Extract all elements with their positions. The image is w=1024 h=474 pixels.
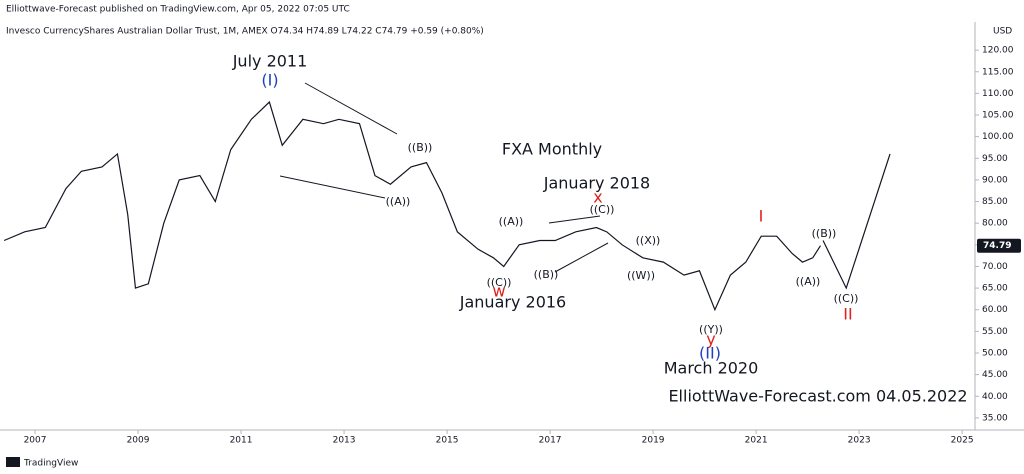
x-tick-label: 2013: [333, 436, 356, 446]
y-tick-label: 90.00: [982, 175, 1008, 185]
logo-icon: [6, 457, 20, 467]
wave-label: ElliottWave-Forecast.com 04.05.2022: [668, 387, 967, 406]
y-tick-label: 120.00: [982, 46, 1014, 56]
footer-brand: TradingView: [23, 459, 78, 469]
y-tick-label: 70.00: [982, 262, 1008, 272]
trend-line: [279, 175, 386, 199]
wave-label: ((X)): [636, 234, 661, 247]
publisher-line: Elliottwave-Forecast published on Tradin…: [6, 5, 350, 15]
currency-label: USD: [993, 27, 1012, 37]
y-tick-label: 40.00: [982, 392, 1008, 402]
x-tick-label: 2009: [127, 436, 150, 446]
y-tick-label: 50.00: [982, 348, 1008, 358]
wave-label: ((Y)): [699, 323, 723, 336]
wave-label: FXA Monthly: [502, 140, 602, 159]
y-tick-label: 65.00: [982, 284, 1008, 294]
wave-label: y: [706, 330, 715, 349]
wave-label: ((A)): [796, 275, 821, 288]
x-tick-label: 2019: [642, 436, 665, 446]
price-line: [822, 153, 891, 290]
last-price-tag: [977, 238, 1021, 253]
y-tick-label: 115.00: [982, 67, 1014, 77]
wave-label: II: [843, 305, 852, 324]
wave-label: January 2018: [543, 174, 650, 193]
wave-label: ((B)): [812, 227, 837, 240]
y-tick-label: 35.00: [982, 413, 1008, 423]
x-tick-label: 2017: [539, 436, 562, 446]
y-tick-label: 100.00: [982, 132, 1014, 142]
y-tick-label: 45.00: [982, 370, 1008, 380]
wave-label: w: [492, 282, 505, 301]
trend-line: [554, 242, 609, 273]
wave-label: x: [593, 188, 602, 207]
x-tick-label: 2021: [745, 436, 768, 446]
wave-label: (II): [699, 344, 721, 363]
x-tick-label: 2011: [230, 436, 253, 446]
wave-label: (I): [261, 71, 278, 90]
last-price-label: 74.79: [983, 241, 1011, 251]
chart-title: Invesco CurrencyShares Australian Dollar…: [6, 27, 484, 37]
y-tick-label: 55.00: [982, 327, 1008, 337]
y-tick-label: 110.00: [982, 89, 1014, 99]
wave-label: ((C)): [487, 276, 512, 289]
x-tick-label: 2025: [951, 436, 974, 446]
wave-label: January 2016: [459, 293, 566, 312]
x-tick-label: 2023: [848, 436, 871, 446]
y-tick-label: 85.00: [982, 197, 1008, 207]
y-tick-label: 60.00: [982, 305, 1008, 315]
wave-label: ((C)): [834, 292, 859, 305]
wave-label: I: [759, 207, 764, 226]
trend-line: [304, 82, 398, 135]
wave-label: July 2011: [232, 52, 308, 71]
x-tick-label: 2015: [436, 436, 459, 446]
wave-label: ((W)): [627, 269, 655, 282]
wave-label: March 2020: [664, 359, 759, 378]
y-tick-label: 105.00: [982, 111, 1014, 121]
y-tick-label: 80.00: [982, 219, 1008, 229]
x-tick-label: 2007: [24, 436, 47, 446]
wave-label: ((A)): [386, 195, 411, 208]
wave-label: ((B)): [408, 141, 433, 154]
wave-label: ((B)): [534, 268, 559, 281]
y-tick-label: 95.00: [982, 154, 1008, 164]
price-line: [3, 100, 821, 312]
wave-label: ((A)): [499, 215, 524, 228]
trend-line: [548, 215, 601, 224]
wave-label: ((C)): [590, 203, 615, 216]
